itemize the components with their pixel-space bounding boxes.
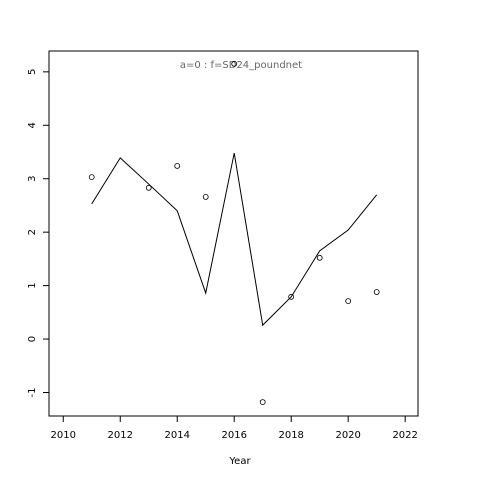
point [88, 174, 95, 181]
x-tick-label: 2012 [108, 430, 133, 441]
y-tick-label: -1 [27, 387, 38, 397]
point [145, 184, 152, 191]
y-tick-label: 4 [27, 122, 38, 128]
point [345, 298, 352, 305]
point [231, 60, 238, 67]
y-tick-label: 1 [27, 282, 38, 288]
point [202, 193, 209, 200]
plot-frame [48, 50, 419, 417]
x-tick-label: 2018 [278, 430, 303, 441]
x-axis-label: Year [228, 456, 251, 467]
y-tick-label: 0 [27, 336, 38, 342]
point [174, 162, 181, 169]
x-tick-label: 2016 [221, 430, 246, 441]
x-tick-label: 2022 [392, 430, 417, 441]
line [91, 152, 378, 327]
point [259, 399, 266, 406]
point [288, 293, 295, 300]
x-tick-label: 2014 [164, 430, 189, 441]
point [316, 254, 323, 261]
x-tick-label: 2020 [335, 430, 360, 441]
chart-title: a=0 : f=SD24_poundnet [180, 60, 302, 71]
point [373, 289, 380, 295]
y-tick-label: 2 [27, 229, 38, 235]
x-tick-label: 2010 [51, 430, 76, 441]
y-tick-label: 3 [27, 176, 38, 182]
y-tick-label: 5 [27, 69, 38, 75]
